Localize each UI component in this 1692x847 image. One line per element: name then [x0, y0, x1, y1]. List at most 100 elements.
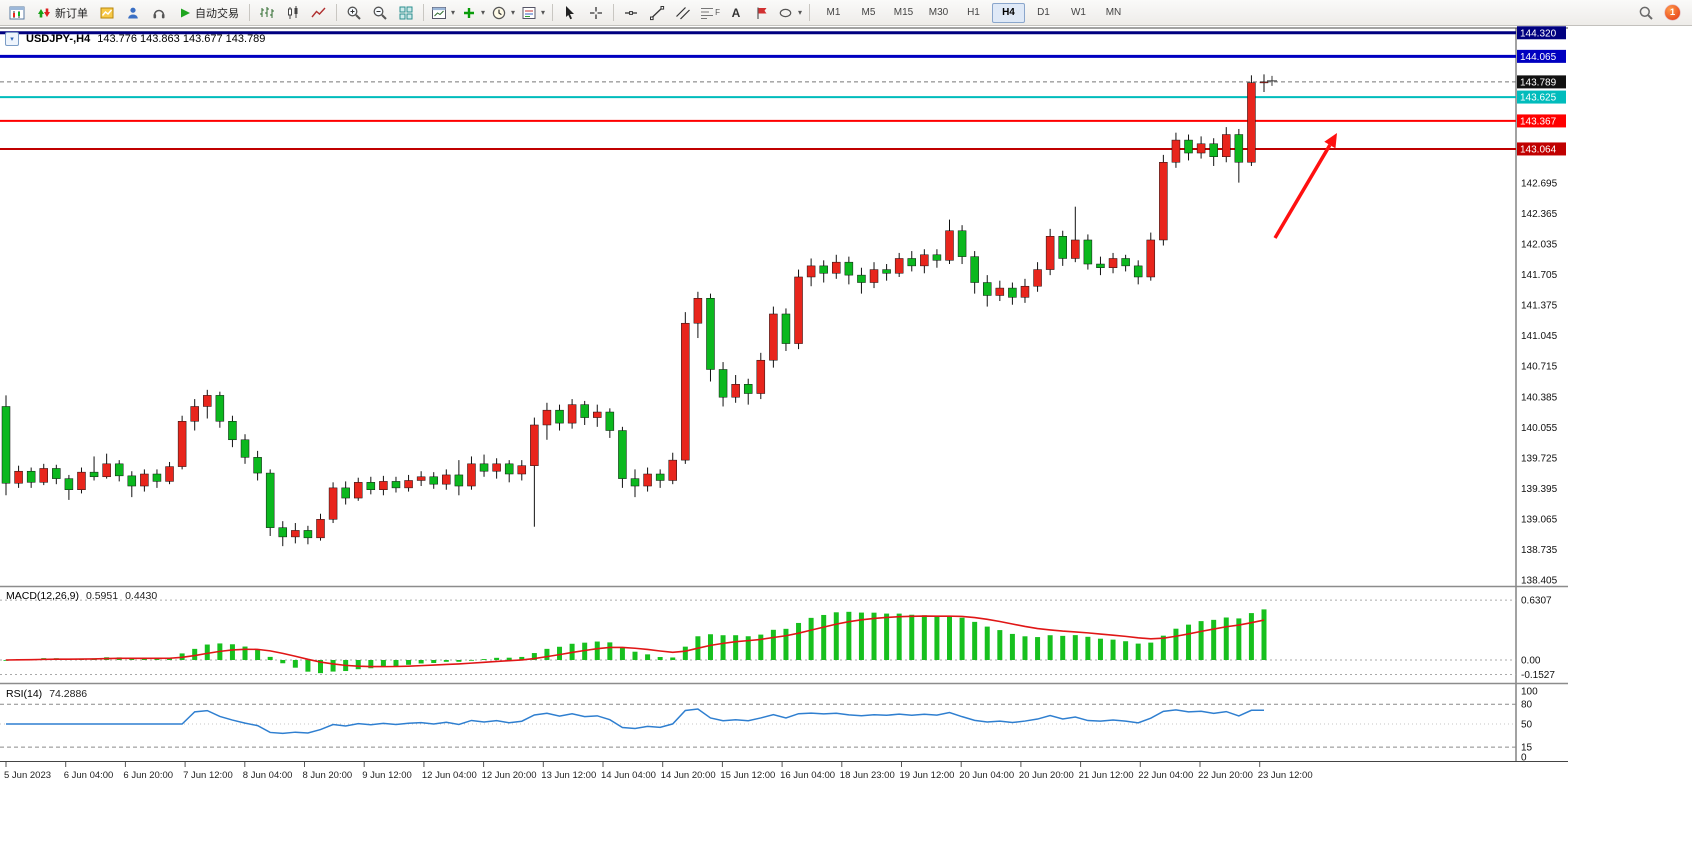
- fibonacci-tool[interactable]: F: [696, 2, 723, 24]
- main-toolbar: 新订单 自动交易: [0, 0, 1692, 26]
- toolbar-separator: [423, 4, 424, 21]
- horizontal-line-tool[interactable]: [618, 2, 644, 24]
- svg-text:6 Jun 20:00: 6 Jun 20:00: [123, 770, 173, 781]
- notification-badge[interactable]: 1: [1665, 5, 1680, 20]
- one-click-trading-icon[interactable]: ▾: [5, 32, 19, 46]
- toolbar-separator: [336, 4, 337, 21]
- ohlc-values: 143.776 143.863 143.677 143.789: [97, 33, 266, 45]
- channel-tool[interactable]: [670, 2, 696, 24]
- chart-canvas[interactable]: 142.695 142.365 142.035 141.705 141.375 141.0…: [0, 26, 1692, 847]
- toolbar-separator: [613, 4, 615, 21]
- svg-text:50: 50: [1521, 720, 1533, 731]
- svg-text:14 Jun 04:00: 14 Jun 04:00: [601, 770, 656, 781]
- svg-text:143.789: 143.789: [1520, 77, 1557, 88]
- svg-text:144.320: 144.320: [1520, 28, 1557, 39]
- rsi-header: RSI(14) 74.2886: [6, 688, 87, 700]
- svg-text:15: 15: [1521, 743, 1533, 754]
- zoom-in-icon[interactable]: [341, 2, 367, 24]
- timeframe-m30-button[interactable]: M30: [928, 7, 949, 18]
- macd-histogram: [3, 609, 1267, 674]
- text-tool[interactable]: A: [723, 2, 749, 24]
- timeframe-d1-button[interactable]: D1: [1037, 7, 1050, 18]
- indicators-button[interactable]: ▾: [458, 2, 488, 24]
- chart-area: 142.695 142.365 142.035 141.705 141.375 141.0…: [0, 26, 1692, 847]
- chevron-down-icon: ▾: [797, 8, 802, 17]
- svg-text:7 Jun 12:00: 7 Jun 12:00: [183, 770, 233, 781]
- svg-text:0.00: 0.00: [1521, 656, 1541, 667]
- auto-trading-label: 自动交易: [195, 7, 239, 20]
- svg-text:100: 100: [1521, 687, 1538, 698]
- timeframe-m5-button[interactable]: M5: [861, 7, 876, 18]
- toolbar-separator: [249, 4, 250, 21]
- last-price-marker: [1267, 75, 1277, 86]
- market-watch-icon[interactable]: [146, 2, 172, 24]
- timeframe-m1-button[interactable]: M1: [826, 7, 841, 18]
- profiles-icon[interactable]: [120, 2, 146, 24]
- timeframe-m15-button[interactable]: M15: [893, 7, 914, 18]
- svg-text:8 Jun 20:00: 8 Jun 20:00: [303, 770, 353, 781]
- svg-text:143.625: 143.625: [1520, 93, 1557, 104]
- tile-windows-icon[interactable]: [393, 2, 419, 24]
- svg-text:5 Jun 2023: 5 Jun 2023: [4, 770, 51, 781]
- svg-text:23 Jun 12:00: 23 Jun 12:00: [1258, 770, 1313, 781]
- zoom-out-icon[interactable]: [367, 2, 393, 24]
- trendline-tool[interactable]: [644, 2, 670, 24]
- annotation-arrow[interactable]: [1273, 144, 1332, 239]
- svg-text:142.695: 142.695: [1521, 179, 1558, 190]
- level-price-label: [1517, 26, 1566, 40]
- search-icon[interactable]: [1633, 2, 1659, 24]
- svg-text:142.365: 142.365: [1521, 209, 1558, 220]
- svg-text:19 Jun 12:00: 19 Jun 12:00: [900, 770, 955, 781]
- auto-trading-button[interactable]: 自动交易: [172, 3, 245, 23]
- timeframe-w1-button[interactable]: W1: [1070, 7, 1086, 18]
- svg-text:140.385: 140.385: [1521, 392, 1558, 403]
- chart-window-icon[interactable]: [4, 2, 30, 24]
- svg-text:139.725: 139.725: [1521, 453, 1558, 464]
- crosshair-button[interactable]: [583, 2, 609, 24]
- svg-text:22 Jun 20:00: 22 Jun 20:00: [1198, 770, 1253, 781]
- svg-text:12 Jun 04:00: 12 Jun 04:00: [422, 770, 477, 781]
- new-order-button[interactable]: 新订单: [30, 3, 94, 23]
- toolbar-separator: [552, 4, 554, 21]
- svg-text:13 Jun 12:00: 13 Jun 12:00: [541, 770, 596, 781]
- chevron-down-icon: ▾: [511, 8, 516, 17]
- time-axis: 5 Jun 2023 6 Jun 04:00 6 Jun 20:00 7 Jun 12…: [4, 762, 1313, 781]
- svg-text:6 Jun 04:00: 6 Jun 04:00: [64, 770, 114, 781]
- periods-button[interactable]: ▾: [488, 2, 518, 24]
- cursor-button[interactable]: [557, 2, 583, 24]
- timeframe-h1-button[interactable]: H1: [967, 7, 980, 18]
- svg-text:15 Jun 12:00: 15 Jun 12:00: [720, 770, 775, 781]
- candlestick-chart-icon[interactable]: [280, 2, 306, 24]
- bar-chart-icon[interactable]: [254, 2, 280, 24]
- level-price-label: [1517, 114, 1566, 128]
- svg-text:140.715: 140.715: [1521, 362, 1558, 373]
- templates-button[interactable]: ▾: [518, 2, 548, 24]
- symbol-period: USDJPY-,H4: [26, 33, 91, 45]
- svg-text:20 Jun 04:00: 20 Jun 04:00: [959, 770, 1014, 781]
- svg-text:141.045: 141.045: [1521, 331, 1558, 342]
- new-window-button[interactable]: ▾: [428, 2, 458, 24]
- timeframe-h4-button[interactable]: H4: [991, 2, 1025, 23]
- chart-header: ▾ USDJPY-,H4 143.776 143.863 143.677 143…: [5, 32, 265, 46]
- shapes-tool[interactable]: ▾: [775, 2, 805, 24]
- svg-text:12 Jun 20:00: 12 Jun 20:00: [482, 770, 537, 781]
- new-chart-icon[interactable]: [94, 2, 120, 24]
- svg-text:9 Jun 12:00: 9 Jun 12:00: [362, 770, 412, 781]
- svg-text:138.735: 138.735: [1521, 545, 1558, 556]
- svg-text:14 Jun 20:00: 14 Jun 20:00: [661, 770, 716, 781]
- price-axis: 142.695 142.365 142.035 141.705 141.375 141.0…: [1521, 179, 1558, 764]
- rsi-line: [6, 708, 1265, 735]
- svg-text:143.367: 143.367: [1520, 116, 1557, 127]
- label-tool[interactable]: [749, 2, 775, 24]
- timeframe-toolbar: M1 M5 M15 M30 H1 H4 D1 W1 MN: [816, 2, 1131, 23]
- svg-text:-0.1527: -0.1527: [1521, 670, 1555, 681]
- line-chart-icon[interactable]: [306, 2, 332, 24]
- toolbar-separator: [808, 4, 810, 21]
- chevron-down-icon: ▾: [541, 8, 546, 17]
- macd-main-value: 0.5951: [85, 590, 119, 602]
- current-price-label: [1517, 75, 1566, 89]
- level-price-label: [1517, 49, 1566, 63]
- play-icon: [181, 8, 190, 17]
- svg-text:141.705: 141.705: [1521, 270, 1558, 281]
- timeframe-mn-button[interactable]: MN: [1105, 7, 1122, 18]
